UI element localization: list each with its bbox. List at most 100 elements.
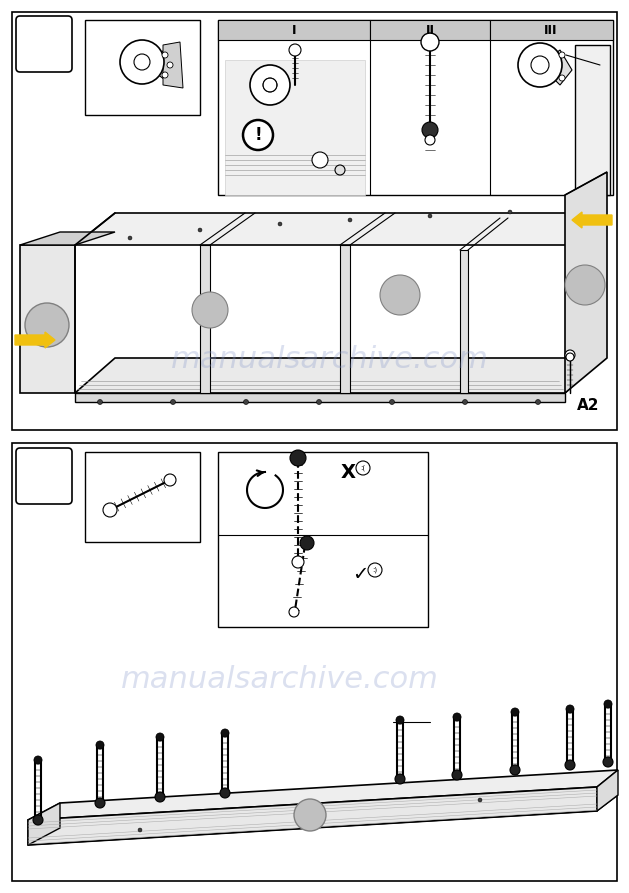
Circle shape bbox=[263, 78, 277, 92]
Polygon shape bbox=[225, 60, 365, 195]
Bar bbox=[12, 12, 617, 430]
Polygon shape bbox=[163, 42, 183, 88]
Circle shape bbox=[155, 792, 165, 802]
Circle shape bbox=[348, 218, 352, 222]
Circle shape bbox=[278, 222, 282, 226]
Circle shape bbox=[389, 399, 394, 405]
Circle shape bbox=[453, 713, 461, 721]
Text: :): :) bbox=[372, 567, 377, 573]
FancyArrow shape bbox=[15, 332, 55, 348]
Circle shape bbox=[421, 33, 439, 51]
Polygon shape bbox=[28, 770, 618, 820]
Bar bbox=[85, 452, 200, 542]
Circle shape bbox=[452, 770, 462, 780]
Bar bbox=[490, 20, 613, 40]
Circle shape bbox=[164, 474, 176, 486]
Text: manualsarchive.com: manualsarchive.com bbox=[171, 346, 489, 374]
Polygon shape bbox=[20, 232, 115, 245]
Text: :(: :( bbox=[360, 464, 365, 472]
Circle shape bbox=[221, 729, 229, 737]
Circle shape bbox=[380, 275, 420, 315]
Circle shape bbox=[25, 303, 69, 347]
Circle shape bbox=[508, 210, 512, 214]
Circle shape bbox=[156, 733, 164, 741]
Circle shape bbox=[250, 65, 290, 105]
Circle shape bbox=[134, 54, 150, 70]
Text: ✓: ✓ bbox=[352, 565, 368, 585]
Polygon shape bbox=[565, 172, 607, 393]
Text: manualsarchive.com: manualsarchive.com bbox=[121, 665, 439, 695]
Circle shape bbox=[300, 536, 314, 550]
FancyArrow shape bbox=[572, 212, 612, 228]
Circle shape bbox=[192, 292, 228, 328]
Circle shape bbox=[511, 708, 519, 716]
Circle shape bbox=[289, 44, 301, 56]
Polygon shape bbox=[460, 250, 468, 393]
Circle shape bbox=[566, 705, 574, 713]
Circle shape bbox=[290, 450, 306, 466]
Circle shape bbox=[33, 815, 43, 825]
Circle shape bbox=[128, 236, 132, 240]
Bar bbox=[85, 20, 200, 115]
Text: II: II bbox=[425, 23, 435, 37]
Circle shape bbox=[289, 607, 299, 617]
Circle shape bbox=[531, 56, 549, 74]
Circle shape bbox=[565, 265, 605, 305]
Circle shape bbox=[565, 760, 575, 770]
Circle shape bbox=[120, 40, 164, 84]
Circle shape bbox=[34, 756, 42, 764]
Polygon shape bbox=[340, 245, 350, 393]
Circle shape bbox=[335, 165, 345, 175]
Polygon shape bbox=[575, 45, 610, 195]
Circle shape bbox=[167, 62, 173, 68]
Text: A2: A2 bbox=[577, 397, 599, 413]
Circle shape bbox=[243, 399, 248, 405]
Circle shape bbox=[95, 798, 105, 808]
Text: I: I bbox=[292, 23, 296, 37]
Circle shape bbox=[368, 563, 382, 577]
Circle shape bbox=[292, 556, 304, 568]
Polygon shape bbox=[28, 803, 60, 845]
Circle shape bbox=[462, 399, 467, 405]
Polygon shape bbox=[540, 50, 572, 85]
Circle shape bbox=[559, 52, 565, 58]
Circle shape bbox=[604, 700, 612, 708]
Circle shape bbox=[422, 122, 438, 138]
Bar bbox=[12, 443, 617, 881]
Bar bbox=[218, 452, 428, 627]
Circle shape bbox=[96, 741, 104, 749]
Circle shape bbox=[220, 788, 230, 798]
Polygon shape bbox=[75, 358, 600, 393]
Circle shape bbox=[478, 798, 482, 802]
Circle shape bbox=[510, 765, 520, 775]
Circle shape bbox=[559, 75, 565, 81]
Circle shape bbox=[518, 43, 562, 87]
Circle shape bbox=[103, 503, 117, 517]
Polygon shape bbox=[28, 795, 618, 845]
Circle shape bbox=[603, 757, 613, 767]
Circle shape bbox=[162, 72, 168, 78]
Circle shape bbox=[356, 461, 370, 475]
Polygon shape bbox=[75, 393, 565, 402]
Circle shape bbox=[294, 799, 326, 831]
Polygon shape bbox=[20, 245, 75, 393]
FancyBboxPatch shape bbox=[16, 448, 72, 504]
Polygon shape bbox=[75, 213, 600, 245]
Circle shape bbox=[162, 52, 168, 58]
Circle shape bbox=[198, 228, 202, 232]
Circle shape bbox=[428, 214, 432, 218]
Circle shape bbox=[138, 828, 142, 832]
Polygon shape bbox=[565, 172, 607, 195]
Circle shape bbox=[565, 350, 575, 360]
Polygon shape bbox=[200, 245, 210, 393]
Circle shape bbox=[566, 353, 574, 361]
Polygon shape bbox=[142, 50, 175, 80]
Text: !: ! bbox=[254, 126, 262, 144]
FancyBboxPatch shape bbox=[16, 16, 72, 72]
Text: X: X bbox=[340, 463, 355, 481]
Bar bbox=[218, 20, 613, 195]
Bar bbox=[370, 20, 490, 40]
Circle shape bbox=[97, 399, 103, 405]
Circle shape bbox=[395, 774, 405, 784]
Polygon shape bbox=[28, 787, 597, 845]
